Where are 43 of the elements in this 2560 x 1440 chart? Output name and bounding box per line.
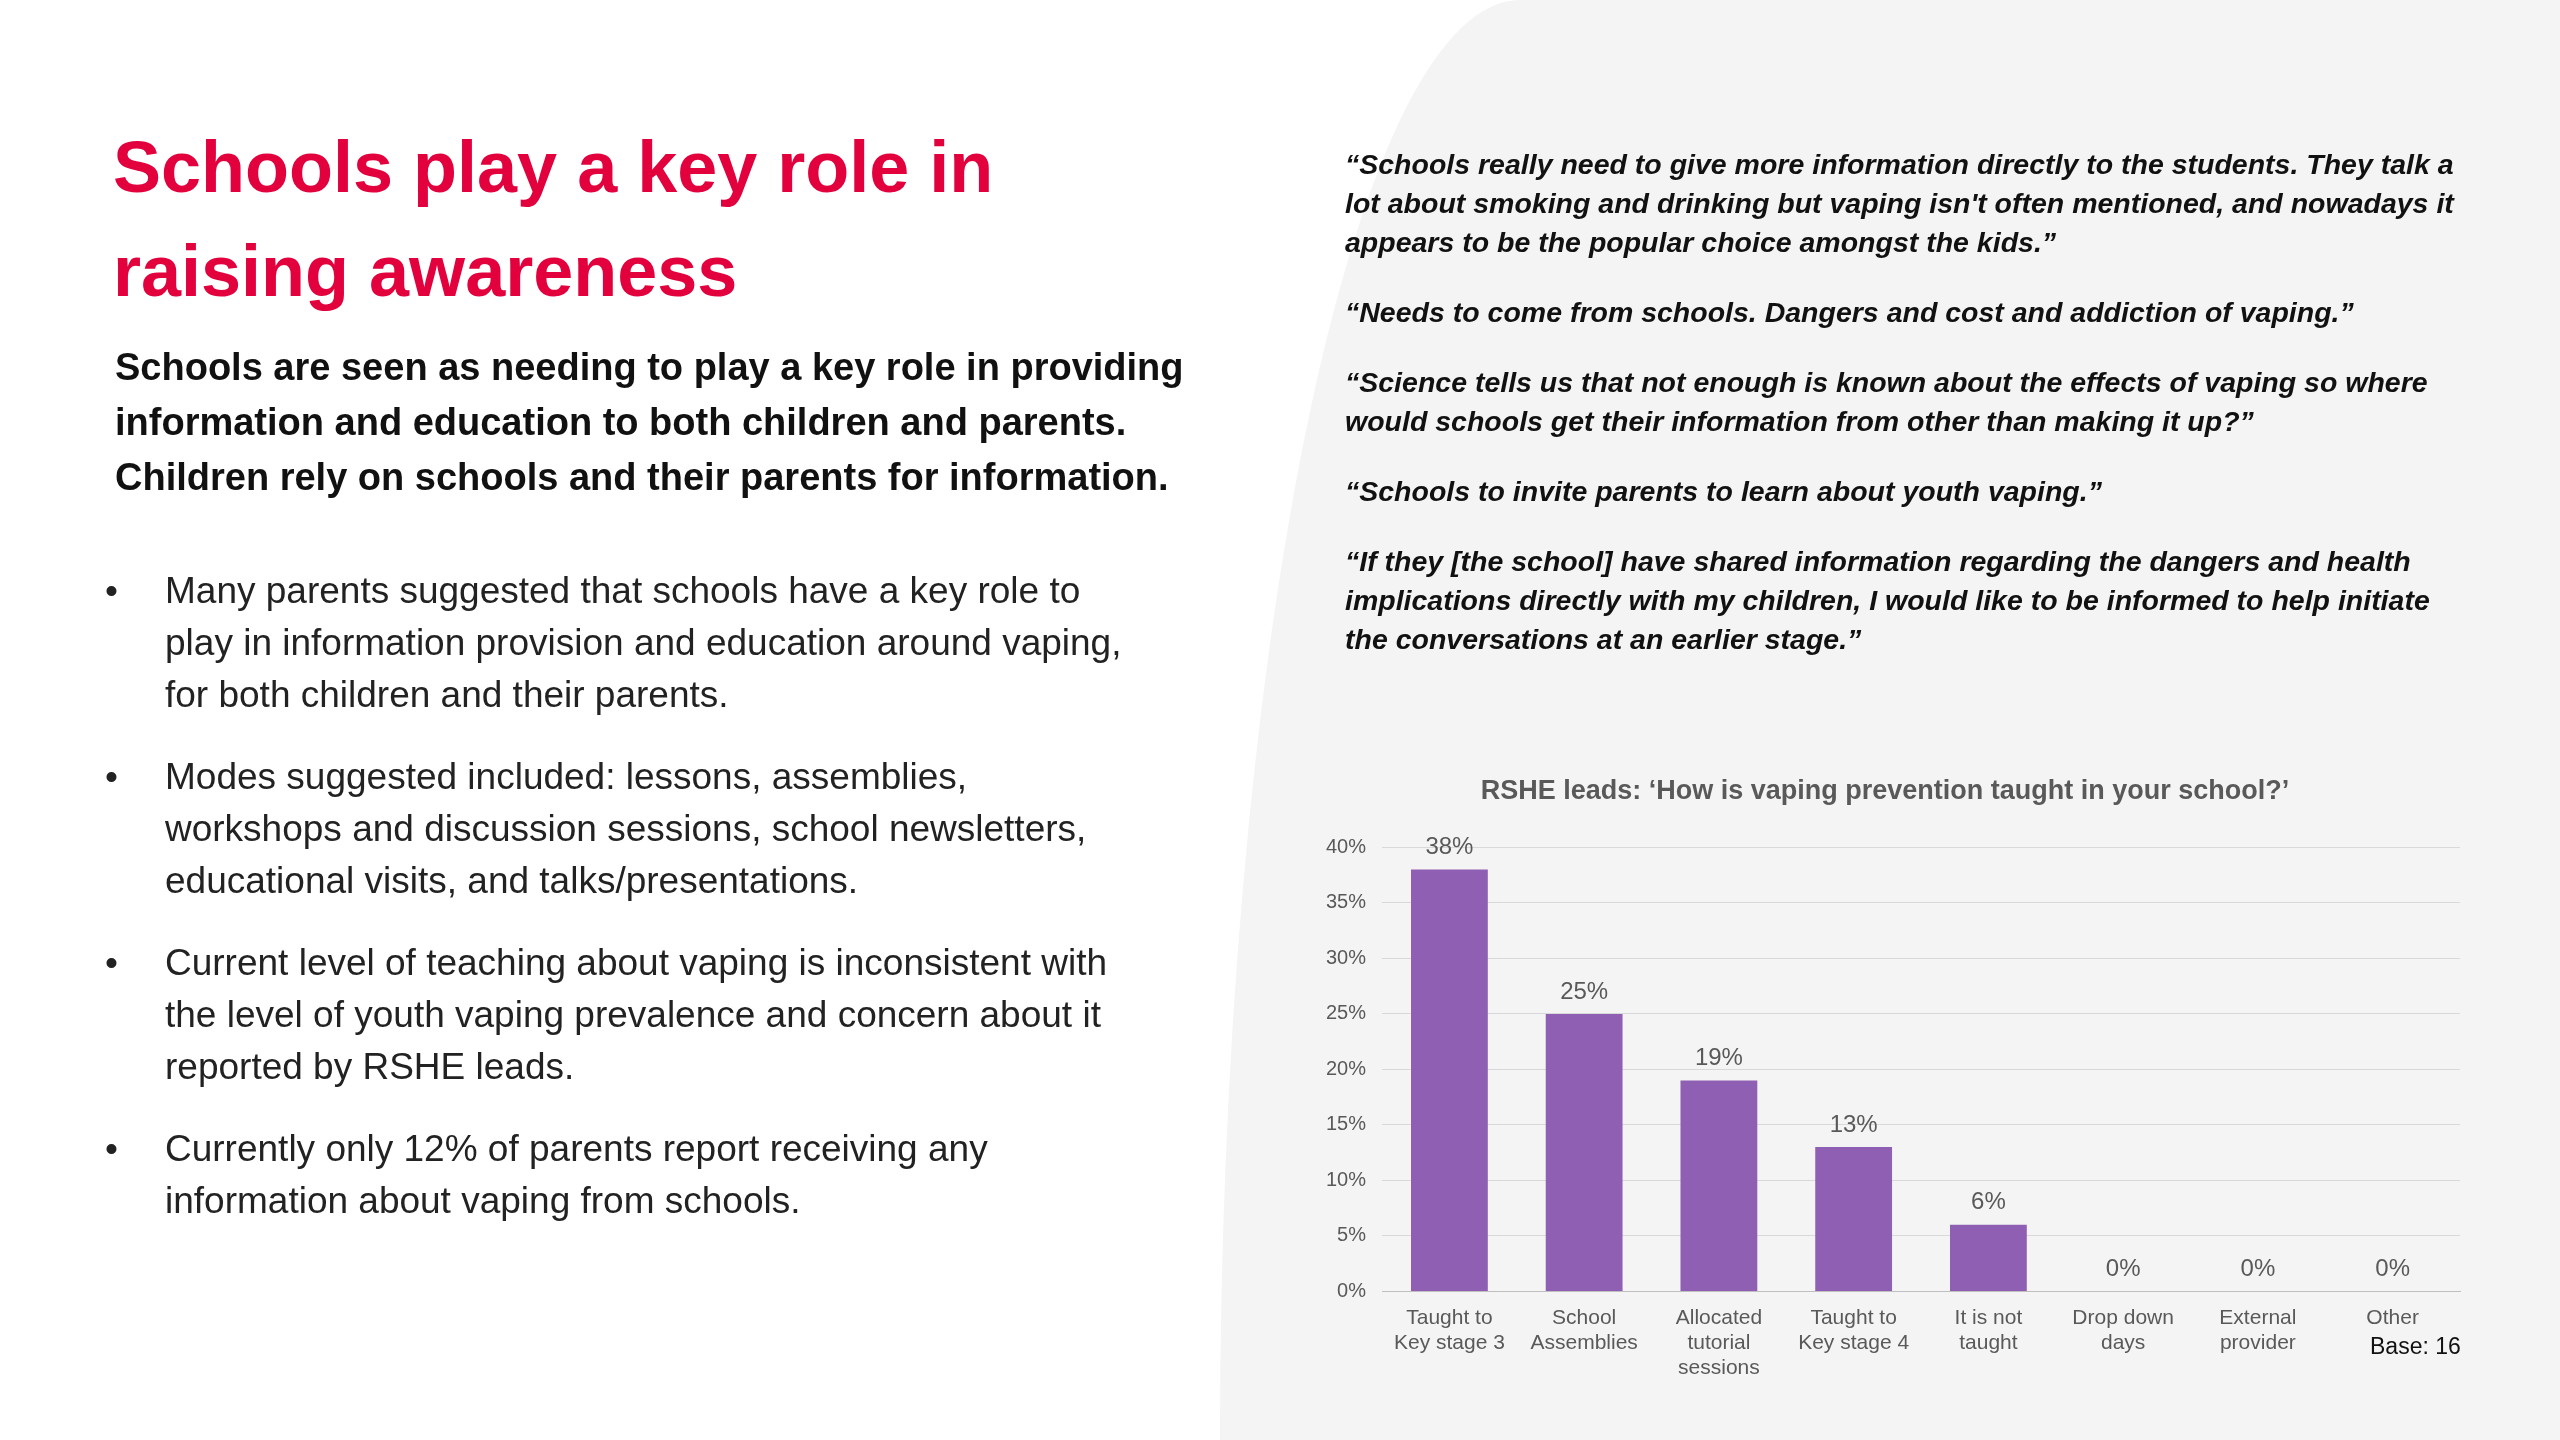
text: • Currently only 12% of parents report receiving any information about vaping from schools. — [105, 1128, 988, 1221]
text: “Needs to come from schools. Dangers and cost and addiction of vaping.” — [1345, 295, 2355, 330]
text: Schools are seen as needing to play a key role in providing information and education to both children and parents. Children rely on schools and their parents for information. — [115, 345, 1185, 500]
bar — [1815, 1147, 1893, 1291]
data-label: 0% — [2105, 1254, 2141, 1282]
chart-title: RSHE leads: ‘How is vaping prevention taught in your school?’ — [1480, 774, 2290, 805]
text: • Modes suggested included: lessons, assemblies, workshops and discussion sessions, school newsletters, educational visits, and talks/presentations. — [105, 756, 1087, 901]
x-tick-label: School Assemblies — [1530, 1304, 1638, 1353]
text: “Science tells us that not enough is known about the effects of vaping so where would schools get their information from other than making it up?” — [1345, 365, 2429, 439]
bar — [1680, 1080, 1758, 1291]
bar — [1545, 1013, 1623, 1291]
x-tick-label: Drop down days — [2072, 1304, 2174, 1353]
y-tick-label: 35% — [1326, 890, 1367, 913]
text: • Current level of teaching about vaping is inconsistent with the level of youth vaping prevalence and concern about it reported by RSHE leads. — [105, 942, 1107, 1087]
text: • Many parents suggested that schools have a key role to play in information provision and education around vaping, for both children and their parents. — [105, 570, 1122, 715]
data-label: 13% — [1829, 1109, 1878, 1137]
data-label: 38% — [1425, 832, 1474, 860]
x-tick-label: Allocated tutorial sessions — [1675, 1304, 1763, 1379]
text: Base: 16 — [2370, 1333, 2461, 1360]
x-tick-label: Taught to Key stage 4 — [1798, 1304, 1910, 1353]
y-tick-label: 30% — [1326, 945, 1367, 968]
data-label: 0% — [2240, 1254, 2276, 1282]
text: Schools play a key role in raising awareness — [113, 126, 995, 313]
text: “Schools to invite parents to learn about youth vaping.” — [1345, 474, 2103, 509]
data-label: 25% — [1560, 976, 1609, 1004]
y-tick-label: 15% — [1326, 1112, 1367, 1135]
x-tick-label: Other — [2366, 1304, 2419, 1328]
y-tick-label: 40% — [1326, 834, 1367, 857]
text: “If they [the school] have shared information regarding the dangers and health implications directly with my children, I would like to be informed to help initiate the conversations at an earlier stage.” — [1345, 544, 2431, 657]
y-tick-label: 20% — [1326, 1056, 1367, 1079]
bar — [1411, 869, 1488, 1291]
y-tick-label: 0% — [1337, 1278, 1367, 1301]
bar — [1949, 1224, 2027, 1291]
x-tick-label: It is not taught — [1954, 1304, 2023, 1353]
y-tick-label: 10% — [1326, 1167, 1367, 1190]
data-label: 0% — [2375, 1254, 2410, 1282]
data-label: 19% — [1694, 1043, 1743, 1071]
text: “Schools really need to give more information directly to the students. They talk a lot about smoking and drinking but vaping isn't often mentioned, and nowadays it appears to be the popular choice amongst the kids.” — [1345, 147, 2456, 260]
x-tick-label: Taught to Key stage 3 — [1393, 1304, 1505, 1353]
x-tick-label: External provider — [2219, 1304, 2297, 1353]
data-label: 6% — [1971, 1187, 2006, 1215]
y-tick-label: 25% — [1326, 1001, 1367, 1024]
y-tick-label: 5% — [1337, 1223, 1367, 1246]
